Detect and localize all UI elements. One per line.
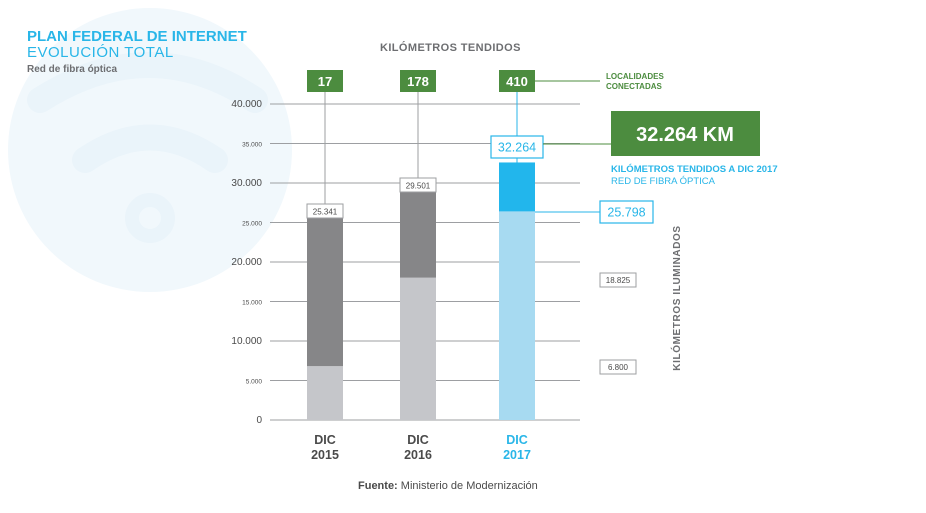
wifi-icon-arc (72, 124, 228, 173)
x-category-label: 2015 (311, 448, 339, 462)
page-caption: Red de fibra óptica (27, 64, 118, 75)
illuminated-label: 25.798 (607, 206, 645, 220)
illuminated-label-box (599, 359, 637, 375)
x-category-label: DIC (314, 433, 336, 447)
total-label: 25.341 (313, 208, 338, 217)
total-label-box (490, 135, 544, 159)
localidades-label: LOCALIDADES (606, 72, 664, 81)
x-category-label: 2016 (404, 448, 432, 462)
source-text: Ministerio de Modernización (400, 480, 538, 492)
localidades-badge (499, 70, 535, 92)
total-label: 32.264 (498, 141, 536, 155)
y-tick-label: 5.000 (246, 379, 263, 386)
highlight-box (611, 111, 760, 156)
source-note: Fuente: Ministerio de Modernización (358, 480, 538, 492)
illuminated-label: 18.825 (606, 276, 631, 285)
y-tick-label: 25.000 (242, 221, 262, 228)
chart-heading: KILÓMETROS TENDIDOS (380, 42, 521, 54)
right-axis-label: KILÓMETROS ILUMINADOS (670, 225, 683, 370)
page-subtitle: EVOLUCIÓN TOTAL (27, 44, 174, 61)
localidades-badge (307, 70, 343, 92)
bar-segment-iluminados (400, 277, 436, 420)
bar-segment-tendidos (400, 188, 436, 278)
highlight-caption: RED DE FIBRA ÓPTICA (611, 176, 716, 187)
page-title: PLAN FEDERAL DE INTERNET (27, 28, 247, 45)
x-category-label: DIC (506, 433, 528, 447)
bar-segment-iluminados (499, 211, 535, 420)
bar-segment-tendidos (307, 214, 343, 367)
illuminated-label-box (599, 200, 654, 224)
y-tick-label: 20.000 (231, 257, 262, 268)
bar-segment-iluminados (307, 366, 343, 420)
wifi-icon-dot (125, 193, 175, 243)
bar-segment-tendidos (499, 162, 535, 212)
wifi-icon (8, 8, 292, 292)
highlight-value: 32.264 KM (636, 124, 734, 146)
y-tick-label: 30.000 (231, 178, 262, 189)
localidades-value: 17 (318, 74, 332, 89)
y-tick-label: 15.000 (242, 300, 262, 307)
illuminated-label: 6.800 (608, 363, 629, 372)
source-label: Fuente: (358, 480, 398, 492)
highlight-caption: KILÓMETROS TENDIDOS A DIC 2017 (611, 163, 778, 175)
wifi-icon-arc (27, 52, 268, 113)
localidades-badge (400, 70, 436, 92)
y-tick-label: 35.000 (242, 142, 262, 149)
localidades-value: 410 (506, 74, 528, 89)
localidades-value: 178 (407, 74, 429, 89)
x-category-label: DIC (407, 433, 429, 447)
localidades-label: CONECTADAS (606, 82, 663, 91)
illuminated-label-box (599, 272, 637, 288)
total-label: 29.501 (406, 182, 431, 191)
total-label-box (399, 177, 437, 193)
y-tick-label: 10.000 (231, 336, 262, 347)
total-label-box (306, 203, 344, 219)
y-tick-label: 0 (256, 415, 262, 426)
y-tick-label: 40.000 (231, 99, 262, 110)
x-category-label: 2017 (503, 448, 531, 462)
